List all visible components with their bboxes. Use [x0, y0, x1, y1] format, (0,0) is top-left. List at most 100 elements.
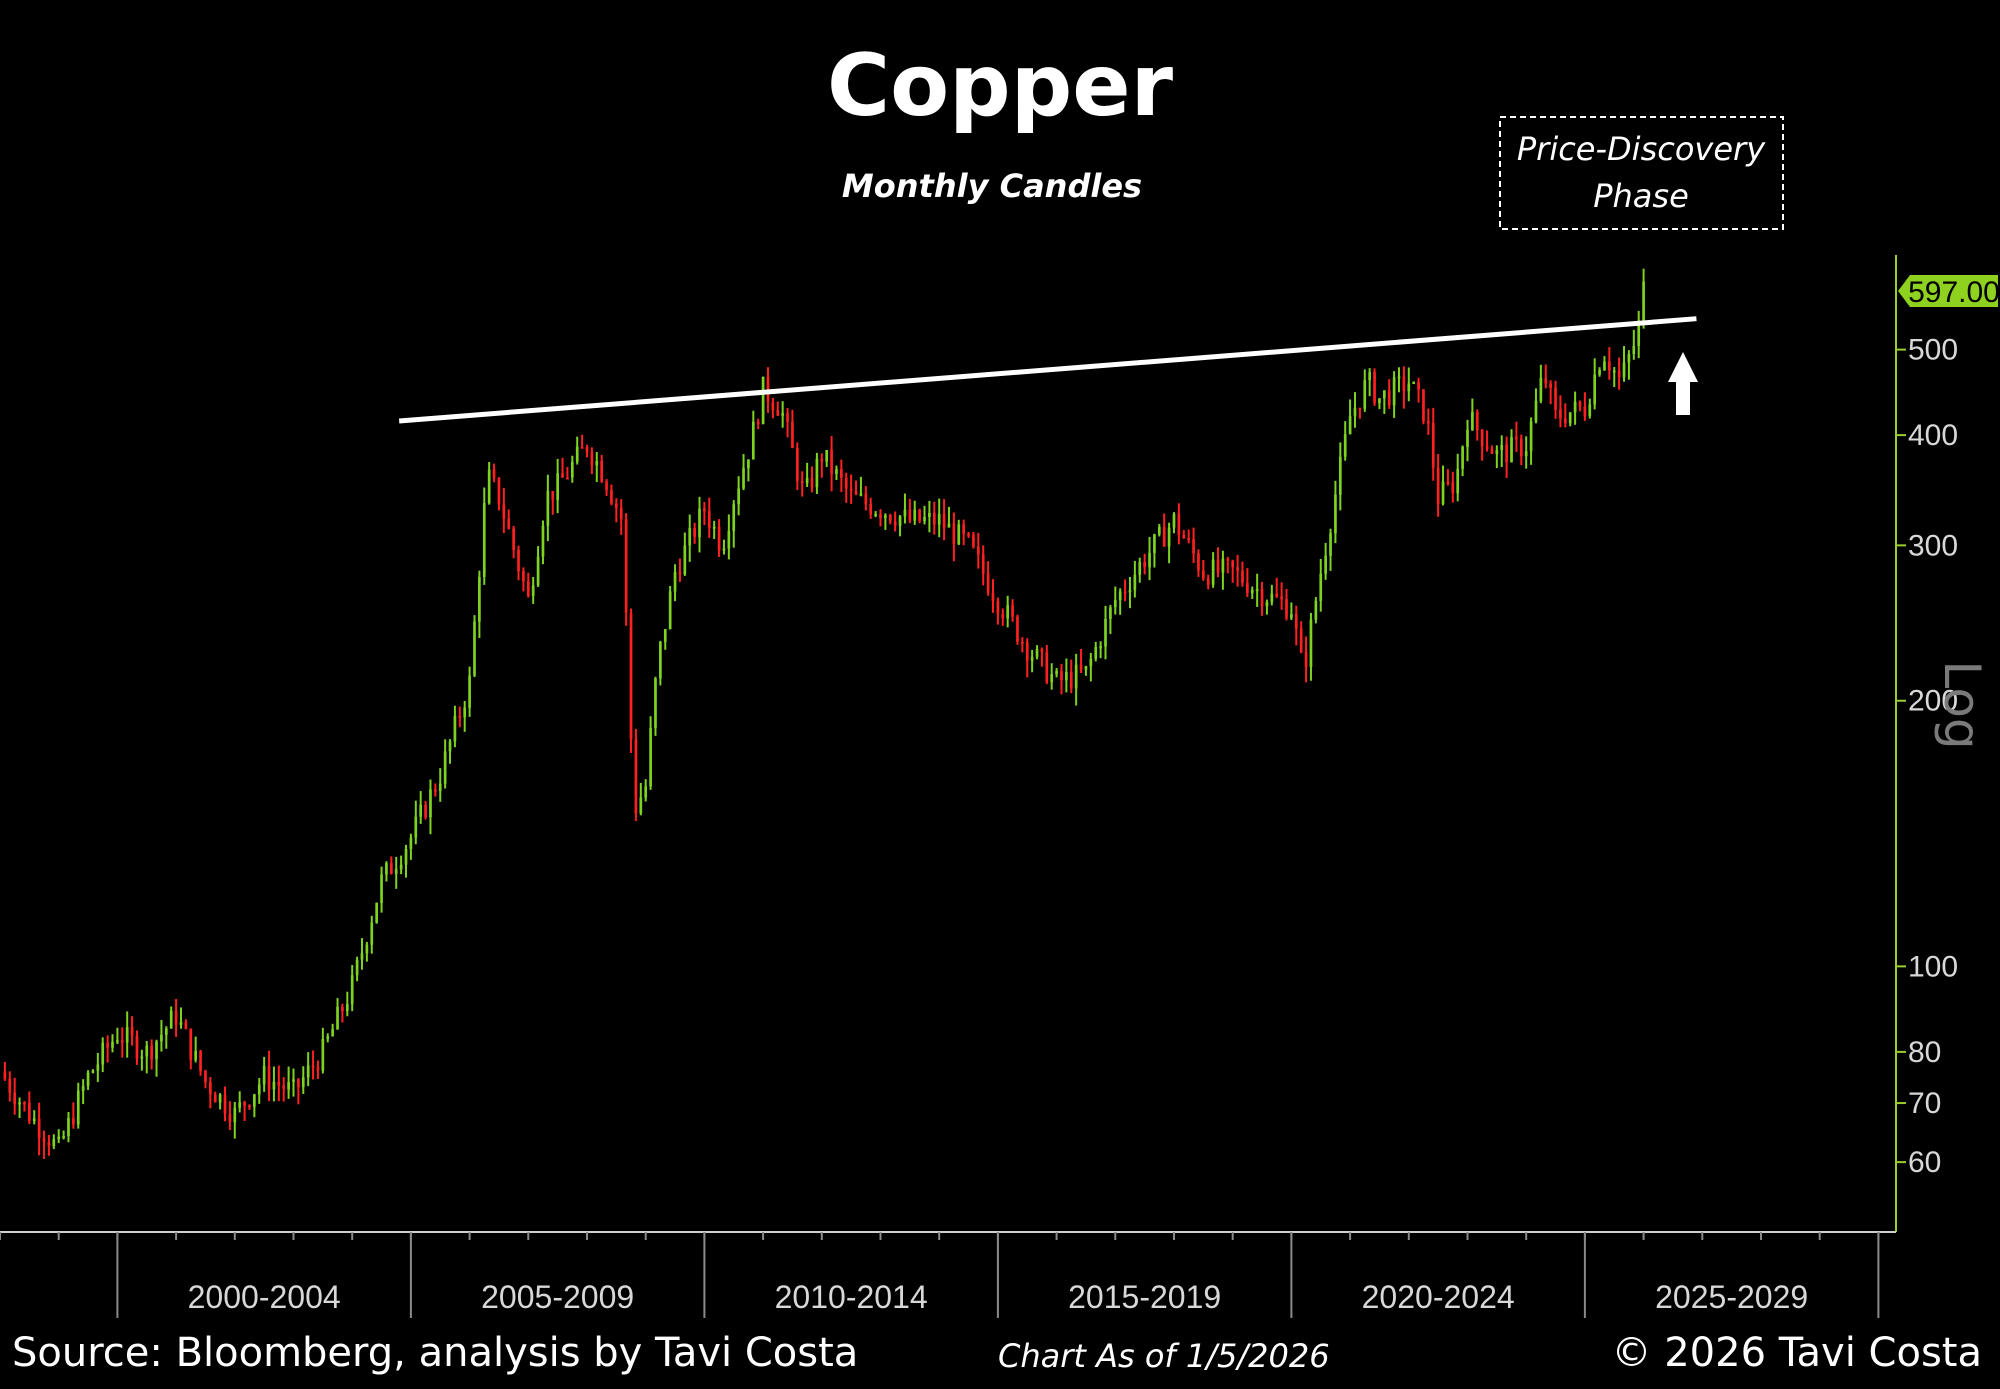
candle-body [189, 1028, 193, 1060]
candle-body [1294, 614, 1298, 629]
candle-body [1417, 381, 1420, 390]
candle-body [918, 509, 921, 522]
candle-body [737, 488, 740, 505]
candle-body [1236, 567, 1239, 571]
candle-body [1446, 481, 1450, 484]
candle-body [380, 874, 383, 903]
candle-body [874, 513, 877, 516]
y-tick-label: 300 [1908, 529, 1958, 562]
candle-body [1529, 421, 1533, 452]
candle-body [1583, 406, 1587, 417]
candle-body [468, 675, 471, 708]
candle-body [204, 1070, 207, 1083]
candle-body [800, 481, 804, 484]
candle-body [238, 1102, 242, 1108]
candle-body [47, 1142, 51, 1147]
candle-body [482, 503, 486, 578]
candle-body [717, 526, 721, 551]
candle-body [786, 413, 789, 422]
candle-body [864, 493, 868, 504]
x-period-label: 2015-2019 [1068, 1279, 1221, 1315]
candle-body [81, 1086, 85, 1091]
candle-body [3, 1071, 7, 1079]
candle-body [776, 410, 780, 416]
candle-body [106, 1042, 109, 1048]
candle-body [67, 1117, 70, 1137]
candle-body [1123, 591, 1127, 594]
candle-body [1138, 562, 1142, 575]
log-scale-label: Log [1933, 660, 1991, 749]
candle-body [957, 524, 961, 544]
trendline [398, 316, 1697, 424]
chart-subtitle: Monthly Candles [842, 167, 1142, 205]
candle-body [1079, 664, 1083, 670]
candle-body [253, 1094, 256, 1107]
candle-body [673, 571, 677, 592]
candle-body [536, 556, 540, 586]
x-axis-ticks: 2000-2004 2005-2009 2010-2014 2015-2019 2020… [0, 1232, 1880, 1318]
annotation-box [1499, 116, 1784, 230]
candle-body [463, 707, 467, 718]
candle-body [1246, 582, 1249, 594]
candle-body [101, 1042, 105, 1065]
candle-body [419, 804, 423, 817]
candle-body [1275, 593, 1279, 597]
candle-body [815, 458, 819, 488]
candle-body [228, 1113, 232, 1123]
candle-body [1314, 601, 1318, 620]
candle-body [1563, 418, 1567, 424]
candle-body [125, 1027, 129, 1043]
candle-body [438, 783, 442, 792]
candle-body [292, 1079, 295, 1083]
candle-body [434, 789, 437, 792]
candle-body [458, 716, 462, 719]
candle-body [492, 469, 496, 478]
candle-body [1143, 562, 1146, 568]
candle-body [1265, 602, 1269, 607]
candle-body [1407, 383, 1411, 392]
last-price-label: 597.00 [1898, 275, 2000, 309]
candle-body [1241, 570, 1244, 583]
candle-body [952, 523, 956, 544]
candle-body [1608, 361, 1611, 371]
candle-body [610, 490, 613, 504]
candle-body [111, 1041, 114, 1048]
candle-body [570, 462, 574, 478]
candle-body [791, 421, 794, 448]
candle-body [155, 1041, 158, 1060]
candle-body [1422, 389, 1425, 422]
candle-body [732, 504, 736, 531]
candle-body [996, 601, 1000, 614]
candle-body [937, 513, 941, 525]
candle-body [306, 1065, 310, 1078]
candle-body [257, 1084, 261, 1095]
candle-body [947, 523, 951, 528]
candle-body [1632, 345, 1636, 355]
candle-body [62, 1136, 65, 1139]
candle-body [1495, 450, 1499, 454]
candle-body [199, 1050, 202, 1071]
candle-body [629, 612, 633, 740]
candle-body [1598, 369, 1601, 375]
candle-body [76, 1090, 80, 1125]
annotation-line-1: Price-Discovery [1517, 130, 1766, 168]
candle-body [722, 548, 726, 551]
x-period-label: 2005-2009 [481, 1279, 634, 1315]
candle-body [727, 530, 731, 549]
candle-body [1588, 404, 1592, 417]
candle-body [1177, 513, 1181, 535]
candle-body [844, 477, 848, 489]
candle-body [1040, 648, 1044, 653]
candle-body [1069, 672, 1073, 689]
candle-body [810, 477, 814, 488]
candle-body [1338, 456, 1342, 495]
candle-body [1368, 372, 1372, 381]
candle-body [835, 469, 838, 474]
candle-body [976, 546, 980, 555]
candle-body [1206, 578, 1210, 585]
candle-body [1006, 605, 1010, 619]
candle-body [218, 1094, 222, 1103]
candle-body [1104, 618, 1107, 647]
candle-body [805, 477, 809, 484]
candle-body [375, 902, 379, 923]
